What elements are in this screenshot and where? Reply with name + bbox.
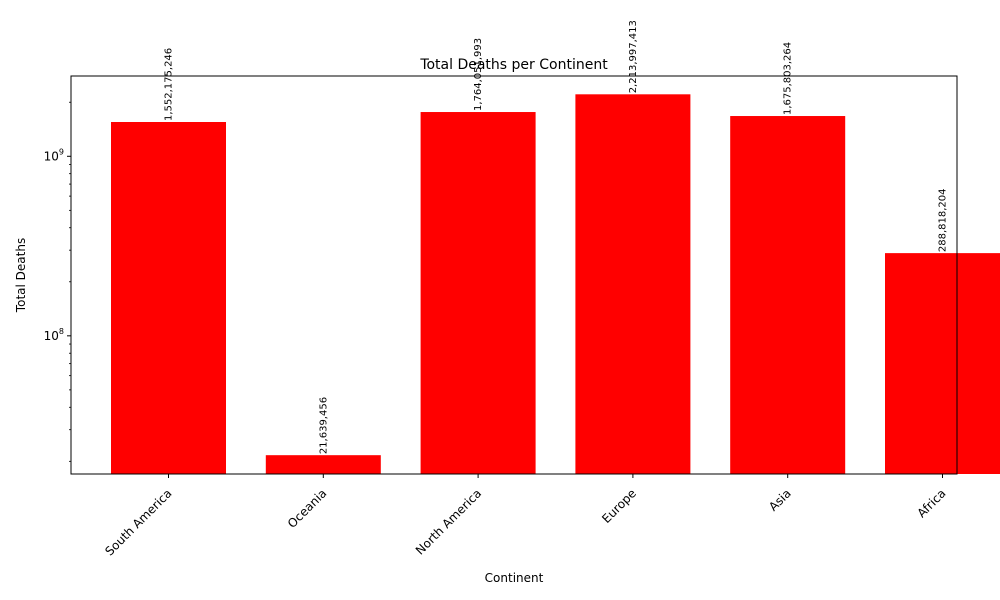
data-label: 288,818,204	[938, 189, 949, 253]
bar	[265, 455, 381, 474]
bar-group	[111, 94, 1000, 475]
bar	[420, 112, 536, 474]
bar	[111, 122, 226, 475]
chart-title: Total Deaths per Continent	[419, 57, 608, 73]
data-label: 2,213,997,413	[628, 20, 639, 93]
y-tick-label: 108	[44, 327, 64, 343]
plot-frame	[70, 75, 958, 475]
bar	[575, 94, 691, 474]
y-axis-title: Total Deaths	[14, 238, 28, 313]
data-labels: 1,552,175,246 21,639,456 1,764,051,993 2,21…	[164, 20, 949, 454]
data-label: 1,764,051,993	[473, 38, 484, 111]
data-label: 1,675,803,264	[783, 42, 794, 115]
bar	[885, 253, 1000, 474]
bar	[730, 116, 846, 474]
data-label: 1,552,175,246	[164, 48, 175, 121]
x-axis-title: Continent	[485, 571, 544, 585]
y-axis-ticks: 108 109	[44, 147, 71, 343]
data-label: 21,639,456	[318, 397, 329, 454]
y-tick-label: 109	[44, 147, 64, 163]
